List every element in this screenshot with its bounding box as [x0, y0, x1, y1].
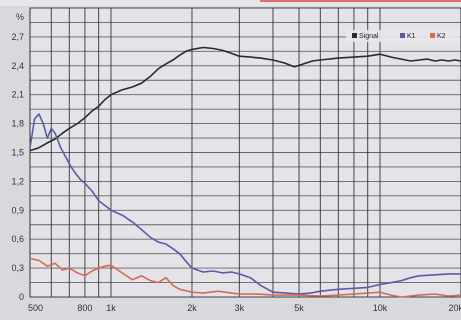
x-tick-label: 20k: [448, 303, 461, 313]
top-strip: [0, 0, 461, 6]
legend-swatch-k1: [400, 33, 405, 38]
y-tick-label: 0,9: [11, 205, 24, 215]
y-tick-label: 2,1: [11, 90, 24, 100]
legend-swatch-signal: [352, 33, 357, 38]
legend-label-signal: Signal: [359, 33, 379, 40]
series-line-k2: [29, 257, 461, 298]
x-tick-label: 1k: [106, 303, 116, 313]
y-tick-label: 1,2: [11, 176, 24, 186]
series-line-k1: [29, 113, 461, 295]
y-tick-label: 2,4: [11, 61, 24, 71]
legend-label-k1: K1: [407, 33, 416, 40]
legend-swatch-k2: [430, 33, 435, 38]
x-tick-label: 3k: [235, 303, 245, 313]
y-tick-label: 0,6: [11, 234, 24, 244]
y-tick-label: 0,3: [11, 263, 24, 273]
y-tick-label: 1,5: [11, 148, 24, 158]
y-tick-label: 2,7: [11, 32, 24, 42]
legend-label-k2: K2: [437, 33, 446, 40]
x-tick-label: 2k: [187, 303, 197, 313]
y-tick-label: 0: [19, 292, 24, 302]
y-tick-label: 1,8: [11, 119, 24, 129]
x-tick-label: 800: [77, 303, 92, 313]
top-red-line: [260, 0, 461, 2]
series-line-signal: [29, 46, 461, 152]
y-axis-label: %: [16, 12, 24, 22]
x-tick-label: 500: [28, 303, 43, 313]
x-tick-label: 10k: [373, 303, 388, 313]
x-tick-label: 5k: [294, 303, 304, 313]
